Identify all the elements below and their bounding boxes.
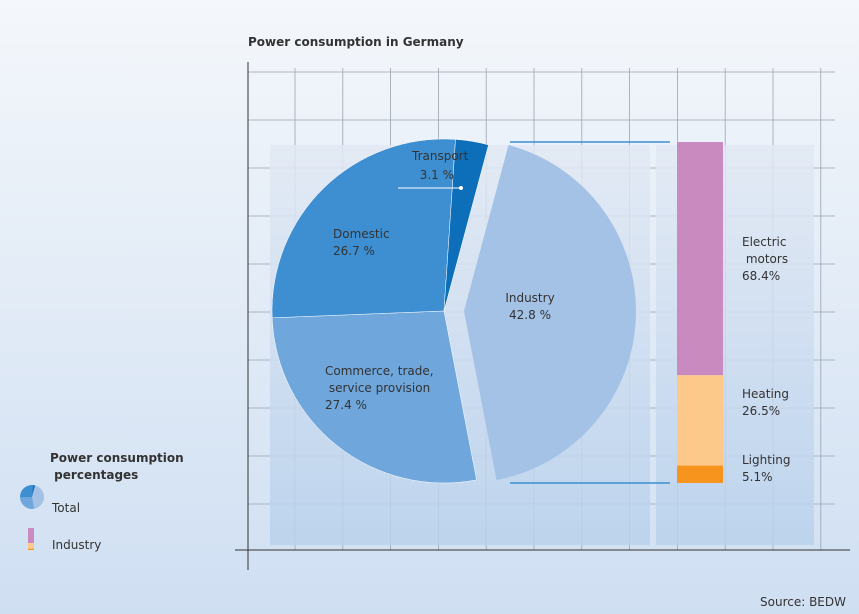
bar-segment xyxy=(677,375,723,466)
value-label: 3.1 % xyxy=(420,168,454,182)
legend-swatch xyxy=(32,485,36,497)
legend-swatch xyxy=(20,485,33,498)
value-label: 26.7 % xyxy=(333,244,375,258)
value-label: 68.4% xyxy=(742,269,780,283)
pie-slice xyxy=(271,310,477,484)
pie-slice xyxy=(271,138,456,319)
bar-segment xyxy=(677,142,723,376)
segment-label: Electric motors xyxy=(742,235,788,266)
legend-swatch xyxy=(28,528,34,544)
value-label: 26.5% xyxy=(742,404,780,418)
legend-title: Power consumption percentages xyxy=(50,451,184,482)
segment-label: Lighting xyxy=(742,453,791,467)
pie-slice xyxy=(463,145,636,481)
value-label: 42.8 % xyxy=(509,308,551,322)
segment-label: Heating xyxy=(742,387,789,401)
slice-label: Transport xyxy=(411,149,469,163)
legend-label: Industry xyxy=(52,538,101,552)
slice-label: Domestic xyxy=(333,227,390,241)
legend-label: Total xyxy=(51,501,80,515)
slice-label: Commerce, trade, service provision xyxy=(325,364,434,395)
chart-title: Power consumption in Germany xyxy=(248,35,464,49)
bar-segment xyxy=(677,465,723,483)
pointer-dot xyxy=(459,186,463,190)
source: Source: BEDW xyxy=(760,595,846,609)
pie-slice xyxy=(443,139,489,312)
legend-swatch xyxy=(32,485,44,509)
legend-swatch xyxy=(28,548,34,550)
legend-swatch xyxy=(20,497,35,509)
slice-label: Industry xyxy=(505,291,554,305)
legend-swatch xyxy=(28,543,34,549)
value-label: 5.1% xyxy=(742,470,773,484)
value-label: 27.4 % xyxy=(325,398,367,412)
